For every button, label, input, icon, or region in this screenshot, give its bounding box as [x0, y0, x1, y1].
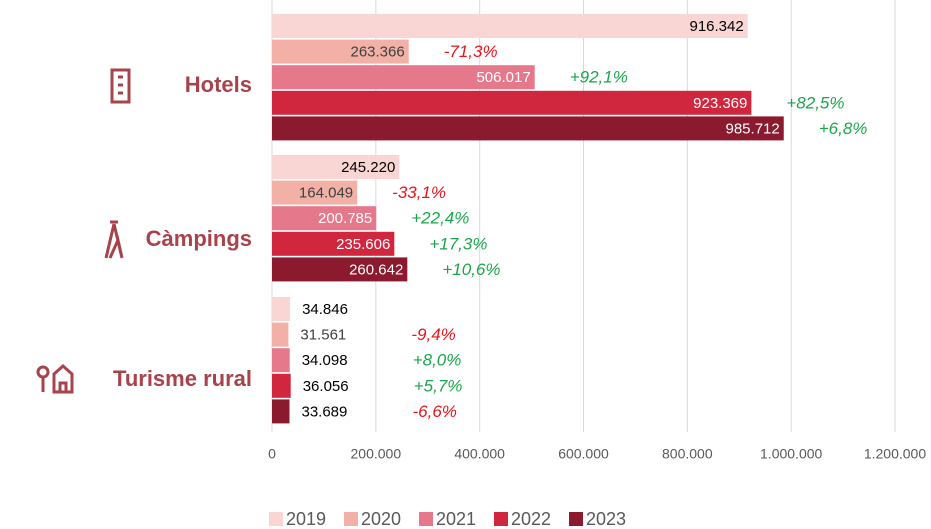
value-label: 164.049 — [299, 185, 353, 202]
bar — [272, 116, 784, 141]
change-label: +22,4% — [411, 209, 469, 228]
value-label: 260.642 — [349, 261, 403, 278]
legend-swatch — [494, 512, 508, 526]
change-label: -9,4% — [411, 325, 455, 344]
bar — [272, 373, 291, 398]
category-label: Càmpings — [146, 226, 252, 251]
value-label: 34.846 — [302, 301, 348, 318]
legend-label: 2020 — [361, 509, 401, 529]
x-tick-label: 0 — [268, 446, 276, 462]
value-label: 923.369 — [693, 95, 747, 112]
bar — [272, 90, 752, 115]
legend-swatch — [269, 512, 283, 526]
legend-swatch — [344, 512, 358, 526]
legend-label: 2019 — [286, 509, 326, 529]
legend-label: 2022 — [511, 509, 551, 529]
bar — [272, 65, 535, 90]
change-label: +5,7% — [414, 376, 463, 395]
value-label: 506.017 — [476, 69, 530, 86]
hotel-icon — [110, 68, 131, 104]
change-label: +10,6% — [442, 260, 500, 279]
category-label: Turisme rural — [113, 366, 252, 391]
x-tick-label: 400.000 — [454, 446, 505, 462]
house-icon — [52, 363, 74, 394]
x-tick-label: 200.000 — [351, 446, 402, 462]
pin-icon — [36, 365, 50, 379]
bar — [272, 231, 395, 256]
legend-swatch — [569, 512, 583, 526]
x-tick-label: 1.000.000 — [760, 446, 822, 462]
x-tick-label: 1.200.000 — [864, 446, 926, 462]
change-label: +17,3% — [429, 234, 487, 253]
value-label: 33.689 — [301, 403, 347, 420]
value-label: 916.342 — [689, 18, 743, 35]
bar — [272, 14, 748, 38]
hotel-icon-windows — [118, 75, 123, 95]
tent-icon — [104, 220, 124, 259]
value-label: 34.098 — [302, 352, 348, 369]
legend-label: 2023 — [586, 509, 626, 529]
value-label: 200.785 — [318, 210, 372, 227]
value-label: 36.056 — [303, 378, 349, 395]
bar — [272, 39, 409, 64]
change-label: +8,0% — [413, 351, 462, 370]
value-label: 235.606 — [336, 236, 390, 253]
bar — [272, 257, 408, 282]
change-label: -71,3% — [444, 42, 498, 61]
change-label: +6,8% — [819, 119, 868, 138]
icons — [36, 68, 131, 394]
bar — [272, 297, 291, 321]
category-label: Hotels — [185, 72, 252, 97]
bar — [272, 322, 289, 347]
legend-swatch — [419, 512, 433, 526]
bar — [272, 180, 358, 205]
value-label: 31.561 — [300, 327, 346, 344]
value-label: 263.366 — [350, 44, 404, 61]
change-label: +92,1% — [570, 68, 628, 87]
bar — [272, 155, 400, 179]
bar — [272, 206, 377, 231]
value-label: 985.712 — [726, 120, 780, 137]
bar — [272, 348, 290, 373]
change-label: -33,1% — [392, 183, 446, 202]
x-tick-label: 600.000 — [558, 446, 609, 462]
bar — [272, 399, 290, 424]
value-label: 245.220 — [341, 159, 395, 176]
x-tick-label: 800.000 — [662, 446, 713, 462]
change-label: +82,5% — [786, 93, 844, 112]
legend-label: 2021 — [436, 509, 476, 529]
change-label: -6,6% — [412, 402, 456, 421]
